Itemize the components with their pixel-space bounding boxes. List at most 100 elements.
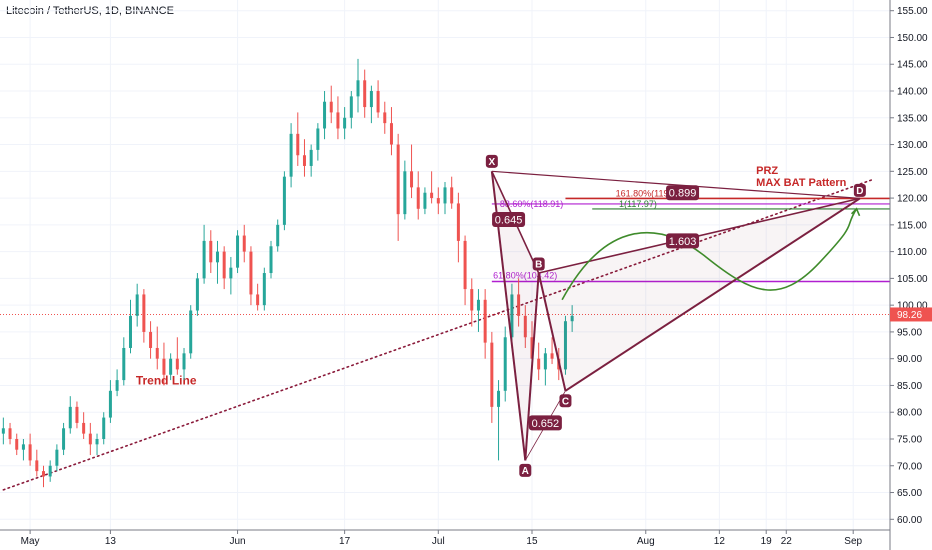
candle[interactable] [8,422,12,445]
candle[interactable] [329,85,333,124]
candle[interactable] [215,240,219,284]
candle[interactable] [537,342,541,381]
candle[interactable] [436,187,440,215]
candle[interactable] [229,256,233,295]
candle-body [62,428,66,450]
candle[interactable] [35,449,39,477]
candle[interactable] [517,278,521,327]
candle-body [41,471,45,477]
candle-body [21,444,25,450]
candle[interactable] [108,380,112,423]
candle[interactable] [550,337,554,365]
candle[interactable] [349,91,353,129]
candle[interactable] [302,139,306,177]
candle-body [503,337,507,391]
candle[interactable] [115,369,119,397]
candle[interactable] [169,353,173,381]
candle[interactable] [189,305,193,359]
candle[interactable] [88,422,92,456]
candle-body [543,353,547,370]
candle[interactable] [102,412,106,445]
candle[interactable] [570,305,574,332]
candle[interactable] [410,144,414,199]
candle-body [323,101,327,129]
candle[interactable] [135,283,139,327]
candle[interactable] [21,438,25,461]
candle-body [256,294,260,306]
candle[interactable] [155,326,159,370]
time-axis[interactable]: May 13 Jun 17 Jul 15 Aug 12 19 22 Sep [0,529,890,547]
candle[interactable] [369,85,373,124]
candle[interactable] [82,412,86,439]
candle[interactable] [209,230,213,274]
candle[interactable] [202,224,206,284]
candle[interactable] [122,337,126,386]
candle[interactable] [195,273,199,316]
candle[interactable] [323,91,327,140]
fib-886-label: 88.60%(118.91) [500,199,563,209]
candle[interactable] [463,235,467,306]
candle-body [55,449,59,466]
candle[interactable] [48,460,52,482]
candle[interactable] [242,224,246,263]
candle[interactable] [470,278,474,327]
price-axis[interactable]: 155.00 150.00 145.00 140.00 135.00 130.00 125.… [889,0,932,550]
candle-body [149,331,153,348]
candle[interactable] [336,96,340,140]
candle[interactable] [162,342,166,386]
candle[interactable] [543,347,547,386]
candle[interactable] [430,171,434,204]
candle[interactable] [269,240,273,279]
candle[interactable] [476,289,480,332]
candle[interactable] [403,160,407,220]
candle[interactable] [490,331,494,423]
candle[interactable] [396,133,400,241]
candle[interactable] [262,267,266,311]
candle[interactable] [55,444,59,472]
candle[interactable] [497,380,501,461]
candles[interactable] [1,58,574,488]
point-badge [519,463,532,477]
y-tick-label: 80.00 [897,408,922,419]
candle[interactable] [423,187,427,215]
candle[interactable] [142,289,146,343]
candle[interactable] [523,305,527,348]
fib-618-label: 61.80%(104.42) [493,270,557,280]
candle[interactable] [356,58,360,113]
candle[interactable] [376,80,380,118]
candle[interactable] [450,176,454,209]
candle[interactable] [443,182,447,215]
candle[interactable] [95,433,99,456]
candle[interactable] [75,401,79,429]
candle[interactable] [456,192,460,263]
candle[interactable] [68,396,72,434]
candle[interactable] [503,326,507,402]
candle[interactable] [222,246,226,290]
candle[interactable] [309,144,313,177]
candle[interactable] [483,289,487,359]
candle[interactable] [236,230,240,274]
candle[interactable] [289,123,293,188]
candle[interactable] [175,337,179,375]
candle[interactable] [389,107,393,156]
candle[interactable] [383,101,387,134]
candle[interactable] [62,422,66,456]
candle[interactable] [15,433,19,456]
candle[interactable] [563,315,567,375]
candle[interactable] [1,417,5,445]
candle[interactable] [28,433,32,466]
candle[interactable] [363,69,367,118]
candle[interactable] [343,107,347,140]
candle[interactable] [282,171,286,231]
candle[interactable] [128,299,132,354]
candle[interactable] [41,465,45,488]
candle[interactable] [256,283,260,311]
candle[interactable] [296,112,300,166]
candle[interactable] [316,123,320,161]
candle[interactable] [182,347,186,381]
candle[interactable] [416,171,420,220]
candle[interactable] [249,246,253,306]
candle[interactable] [276,219,280,252]
candle[interactable] [149,321,153,359]
